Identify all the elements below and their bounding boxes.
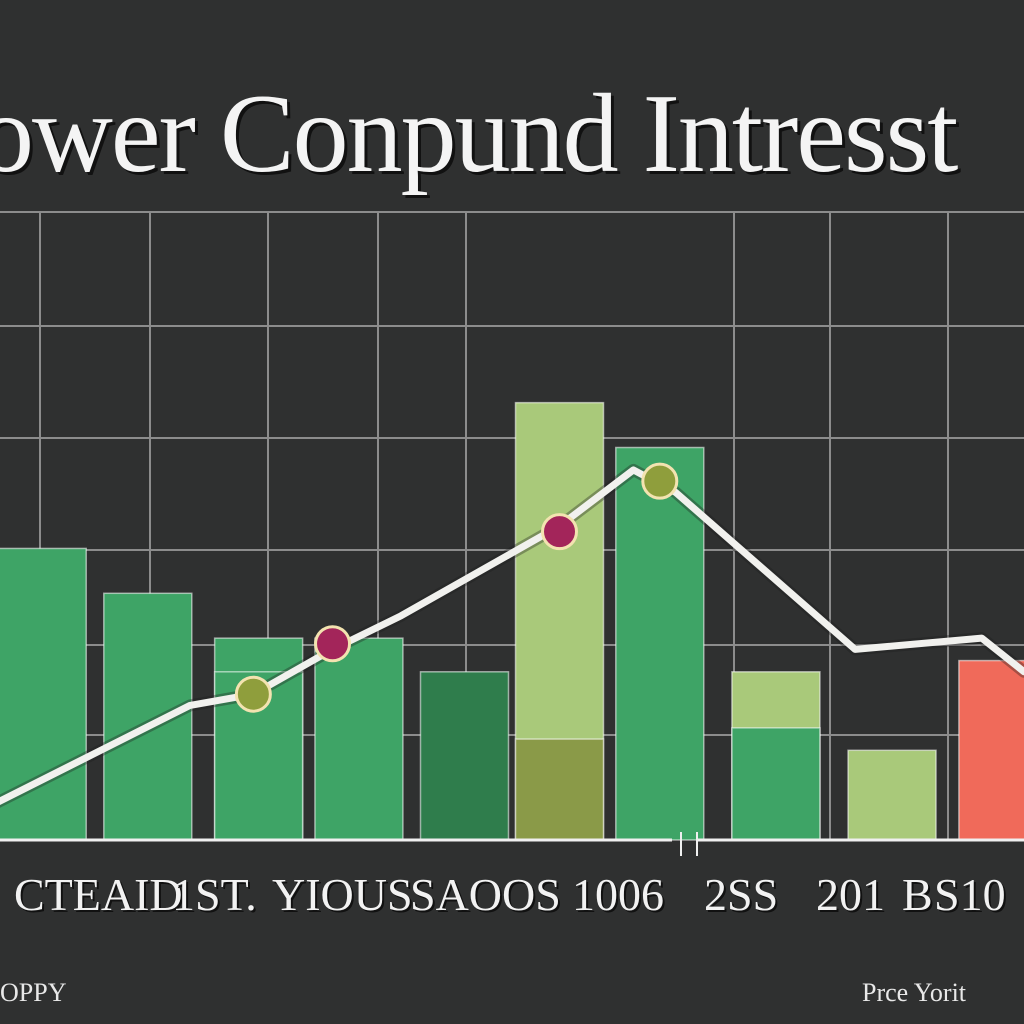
x-axis-label: 1ST. (172, 869, 257, 920)
bar (847, 749, 937, 841)
bar (514, 738, 605, 841)
chart-title: ower Conpund Intresst (0, 72, 958, 196)
x-axis-label: SAOOS (410, 869, 561, 920)
x-axis-label: 201 (816, 869, 885, 920)
bar (419, 671, 510, 841)
bar (731, 727, 821, 841)
trend-line (0, 462, 1024, 808)
footer-right-text: Prce Yorit (862, 978, 967, 1007)
bar (958, 659, 1024, 841)
x-axis-label: YIOUS (272, 869, 413, 920)
data-point-marker (541, 513, 579, 551)
x-axis-label: B (902, 869, 933, 920)
x-axis-label: S10 (934, 869, 1006, 920)
data-point-marker (641, 462, 679, 500)
data-point-marker (314, 625, 352, 663)
footer-left-text: OPPY (0, 978, 67, 1007)
bar (314, 637, 404, 841)
bars (0, 401, 1024, 841)
x-axis-label: 1006 (572, 869, 664, 920)
bar (103, 592, 193, 841)
x-axis-label: 2SS (704, 869, 779, 920)
data-point-marker (234, 675, 272, 713)
x-axis-labels: CTEAID 1ST. YIOUS SAOOS 1006 2SS 201 B S… (0, 868, 1024, 948)
x-axis-label: CTEAID (14, 869, 183, 920)
